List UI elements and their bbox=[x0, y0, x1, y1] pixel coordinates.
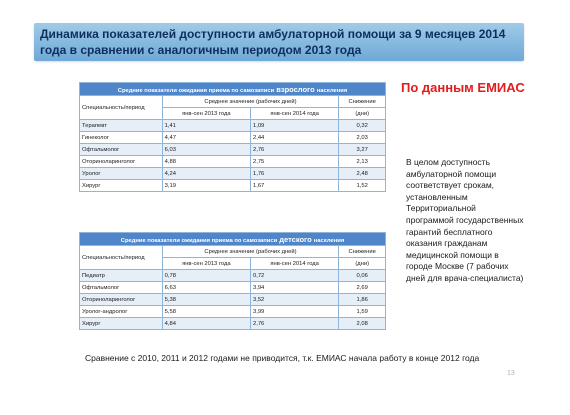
row-specialty: Терапевт bbox=[79, 119, 163, 132]
table-row: Оториноларинголог 4,88 2,75 2,13 bbox=[79, 155, 386, 168]
row-value-2013: 4,88 bbox=[161, 155, 252, 168]
row-value-2014: 1,76 bbox=[249, 167, 340, 180]
row-decrease: 2,08 bbox=[338, 317, 386, 330]
row-decrease: 1,59 bbox=[338, 305, 386, 318]
col-2013-header: янв-сен 2013 года bbox=[161, 107, 252, 120]
row-decrease: 2,03 bbox=[338, 131, 386, 144]
caption-suffix: населения bbox=[316, 87, 348, 94]
row-value-2013: 0,78 bbox=[161, 269, 252, 282]
row-decrease: 1,52 bbox=[338, 179, 386, 192]
adult-table-body: Терапевт 1,41 1,09 0,32 Гинеколог 4,47 2,44 2,0… bbox=[79, 119, 386, 192]
caption-emphasis: взрослого bbox=[276, 84, 315, 94]
caption-prefix: Средние показатели ожидания приема по са… bbox=[117, 87, 275, 94]
row-specialty: Офтальмолог bbox=[79, 143, 163, 156]
page-number: 13 bbox=[507, 370, 515, 377]
row-value-2013: 5,38 bbox=[161, 293, 252, 306]
row-decrease: 0,32 bbox=[338, 119, 386, 132]
title-banner: Динамика показателей доступности амбулат… bbox=[34, 23, 524, 61]
col-spec-header: Специальность/период bbox=[79, 95, 163, 120]
row-value-2013: 4,24 bbox=[161, 167, 252, 180]
row-decrease: 2,69 bbox=[338, 281, 386, 294]
adult-wait-table: Средние показатели ожидания приема по са… bbox=[79, 82, 386, 192]
col-days-header: (дни) bbox=[338, 257, 386, 270]
caption-prefix: Средние показатели ожидания приема по са… bbox=[120, 237, 278, 244]
row-value-2013: 4,47 bbox=[161, 131, 252, 144]
col-spec-header: Специальность/период bbox=[79, 245, 163, 270]
table-row: Гинеколог 4,47 2,44 2,03 bbox=[79, 131, 386, 144]
col-avg-header: Среднее значение (рабочих дней) bbox=[161, 245, 340, 258]
row-decrease: 2,13 bbox=[338, 155, 386, 168]
row-specialty: Уролог bbox=[79, 167, 163, 180]
col-days-header: (дни) bbox=[338, 107, 386, 120]
table-row: Хирург 3,19 1,67 1,52 bbox=[79, 179, 386, 192]
row-specialty: Педиатр bbox=[79, 269, 163, 282]
row-value-2014: 1,09 bbox=[249, 119, 340, 132]
row-value-2013: 5,58 bbox=[161, 305, 252, 318]
row-value-2014: 3,52 bbox=[249, 293, 340, 306]
col-2013-header: янв-сен 2013 года bbox=[161, 257, 252, 270]
row-specialty: Хирург bbox=[79, 317, 163, 330]
row-decrease: 0,06 bbox=[338, 269, 386, 282]
table-caption: Средние показатели ожидания приема по са… bbox=[79, 82, 386, 96]
row-value-2013: 6,63 bbox=[161, 281, 252, 294]
child-wait-table: Средние показатели ожидания приема по са… bbox=[79, 232, 386, 330]
header-row-1: Специальность/период Среднее значение (р… bbox=[79, 245, 386, 270]
table-row: Хирург 4,84 2,76 2,08 bbox=[79, 317, 386, 330]
caption-suffix: населения bbox=[313, 237, 345, 244]
row-specialty: Офтальмолог bbox=[79, 281, 163, 294]
table-row: Офтальмолог 6,63 3,94 2,69 bbox=[79, 281, 386, 294]
table-row: Уролог 4,24 1,76 2,48 bbox=[79, 167, 386, 180]
footer-note: Сравнение с 2010, 2011 и 2012 годами не … bbox=[85, 353, 480, 363]
table-caption-row: Средние показатели ожидания приема по са… bbox=[79, 232, 386, 246]
row-value-2013: 1,41 bbox=[161, 119, 252, 132]
row-value-2014: 0,72 bbox=[249, 269, 340, 282]
row-value-2014: 2,44 bbox=[249, 131, 340, 144]
row-value-2013: 6,03 bbox=[161, 143, 252, 156]
row-specialty: Хирург bbox=[79, 179, 163, 192]
row-specialty: Оториноларинголог bbox=[79, 293, 163, 306]
source-note: По данным ЕМИАС bbox=[401, 80, 525, 95]
row-value-2014: 3,99 bbox=[249, 305, 340, 318]
table-caption-row: Средние показатели ожидания приема по са… bbox=[79, 82, 386, 96]
table-row: Терапевт 1,41 1,09 0,32 bbox=[79, 119, 386, 132]
header-row-1: Специальность/период Среднее значение (р… bbox=[79, 95, 386, 120]
row-value-2014: 2,76 bbox=[249, 317, 340, 330]
child-table-body: Педиатр 0,78 0,72 0,06 Офтальмолог 6,63 3,94 2,… bbox=[79, 269, 386, 330]
col-avg-header: Среднее значение (рабочих дней) bbox=[161, 95, 340, 108]
col-decrease-header: Снижение bbox=[338, 245, 386, 258]
side-note: В целом доступность амбулаторной помощи … bbox=[406, 157, 524, 283]
table-caption: Средние показатели ожидания приема по са… bbox=[79, 232, 386, 246]
row-decrease: 3,27 bbox=[338, 143, 386, 156]
row-value-2014: 1,67 bbox=[249, 179, 340, 192]
row-value-2014: 2,75 bbox=[249, 155, 340, 168]
row-value-2014: 3,94 bbox=[249, 281, 340, 294]
col-2014-header: янв-сен 2014 года bbox=[249, 107, 340, 120]
row-value-2013: 3,19 bbox=[161, 179, 252, 192]
table-row: Оториноларинголог 5,38 3,52 1,86 bbox=[79, 293, 386, 306]
row-decrease: 1,86 bbox=[338, 293, 386, 306]
table-row: Уролог-андролог 5,58 3,99 1,59 bbox=[79, 305, 386, 318]
row-specialty: Уролог-андролог bbox=[79, 305, 163, 318]
row-value-2013: 4,84 bbox=[161, 317, 252, 330]
col-decrease-header: Снижение bbox=[338, 95, 386, 108]
table-row: Офтальмолог 6,03 2,76 3,27 bbox=[79, 143, 386, 156]
slide-title: Динамика показателей доступности амбулат… bbox=[40, 27, 506, 57]
caption-emphasis: детского bbox=[279, 234, 312, 244]
row-decrease: 2,48 bbox=[338, 167, 386, 180]
row-specialty: Гинеколог bbox=[79, 131, 163, 144]
col-2014-header: янв-сен 2014 года bbox=[249, 257, 340, 270]
table-row: Педиатр 0,78 0,72 0,06 bbox=[79, 269, 386, 282]
row-specialty: Оториноларинголог bbox=[79, 155, 163, 168]
row-value-2014: 2,76 bbox=[249, 143, 340, 156]
